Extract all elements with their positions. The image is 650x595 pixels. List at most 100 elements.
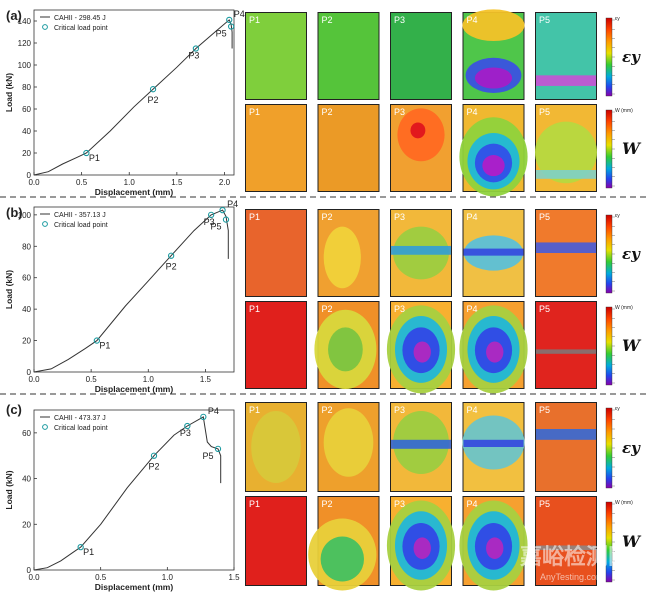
point-label-p5: P5 <box>216 29 227 39</box>
panel-label: (c) <box>6 402 22 417</box>
critical-point-p1 <box>77 543 84 551</box>
map-tile-deflection-p4: P4 <box>459 104 528 197</box>
crack-band <box>463 248 524 256</box>
plot-frame <box>33 206 235 373</box>
color-scale-bar <box>605 407 613 489</box>
critical-point-p2 <box>167 252 175 259</box>
strain-symbol: εy <box>622 245 641 263</box>
map-tile-strain-p5: P5 <box>535 402 597 492</box>
y-tick-label: 100 <box>18 61 32 70</box>
field-maps: P1 P2 P3 P4 P5 εy εy P1 P2 P3 P4 P5 W (mm) W <box>245 402 642 591</box>
y-tick-label: 0 <box>27 171 32 180</box>
tile-label: P5 <box>539 107 550 117</box>
map-tile-strain-p4: P4 <box>462 402 525 492</box>
panels: (a) 0.0 0.5 1.0 1.5 2.0 0 20 40 60 80 100 120 140 Disp… <box>4 8 642 592</box>
point-label-p3: P3 <box>204 217 215 227</box>
color-scale-label: W (mm) <box>615 500 633 506</box>
legend-marker-swatch <box>42 221 48 227</box>
critical-point-p4 <box>200 413 207 421</box>
x-axis-label: Displacement (mm) <box>95 384 174 394</box>
load-displacement-chart: 0.0 0.5 1.0 1.5 0 20 40 60 80 100 Displacement (mm… <box>4 199 238 394</box>
x-tick-label: 0.0 <box>28 573 40 582</box>
critical-point-p5 <box>214 445 222 453</box>
series-line-1 <box>33 416 222 571</box>
legend: CAHII - 357.13 J Critical load point <box>40 212 108 229</box>
x-tick-label: 0.5 <box>86 375 98 384</box>
x-tick-label: 2.0 <box>219 178 231 187</box>
point-label-p4: P4 <box>208 406 219 416</box>
legend-marker-label: Critical load point <box>54 25 108 32</box>
crack-band <box>536 242 596 253</box>
strain-symbol: εy <box>622 48 641 66</box>
map-tile-strain-p3: P3 <box>390 209 452 297</box>
tile-label: P1 <box>249 212 260 222</box>
y-tick-label: 100 <box>18 211 32 220</box>
x-axis-label: Displacement (mm) <box>95 582 174 592</box>
load-displacement-chart: 0.0 0.5 1.0 1.5 0 20 40 60 Displacement (mm) Load… <box>4 406 240 592</box>
tile-label: P3 <box>394 304 405 314</box>
tile-field <box>246 13 306 99</box>
x-tick-label: 0.0 <box>28 178 40 187</box>
x-tick-label: 0.5 <box>76 178 88 187</box>
critical-point-p4 <box>219 206 226 214</box>
field-contour <box>535 121 597 184</box>
x-tick-label: 0.0 <box>28 375 40 384</box>
map-tile-deflection-p1: P1 <box>245 496 307 586</box>
map-tile-strain-p2: P2 <box>317 402 380 492</box>
map-tile-deflection-p4: P4 <box>459 301 528 394</box>
tile-label: P4 <box>467 304 478 314</box>
point-label-p4: P4 <box>234 9 245 19</box>
map-tile-strain-p3: P3 <box>390 402 452 492</box>
legend: CAHII - 473.37 J Critical load point <box>40 415 108 432</box>
y-tick-label: 60 <box>22 274 31 283</box>
x-axis-label: Displacement (mm) <box>95 187 174 197</box>
tile-label: P2 <box>322 405 333 415</box>
point-label-p1: P1 <box>89 153 100 163</box>
y-tick-label: 60 <box>22 429 31 438</box>
tile-label: P5 <box>539 405 550 415</box>
point-label-p4: P4 <box>227 199 238 209</box>
x-tick-label: 1.0 <box>162 573 174 582</box>
plot-frame <box>33 9 235 176</box>
map-tile-deflection-p2: P2 <box>314 301 380 389</box>
color-scale-bar <box>605 17 613 97</box>
critical-point-p5 <box>227 23 235 30</box>
map-tile-deflection-p4: P4 <box>459 496 528 591</box>
tile-field <box>318 105 379 191</box>
map-tile-deflection-p5: P5 <box>535 301 597 389</box>
crack-band <box>391 439 451 449</box>
color-scale-label: W (mm) <box>615 108 633 114</box>
tile-label: P5 <box>539 499 550 509</box>
legend-marker-label: Critical load point <box>54 425 108 432</box>
y-axis-label: Load (kN) <box>4 270 14 309</box>
tile-label: P5 <box>539 304 550 314</box>
critical-point-p4 <box>226 16 233 24</box>
point-label-p1: P1 <box>83 547 94 557</box>
y-tick-label: 0 <box>27 566 32 575</box>
tile-label: P3 <box>394 212 405 222</box>
tile-field <box>536 497 596 585</box>
x-tick-label: 1.0 <box>143 375 155 384</box>
panel-separators <box>0 196 650 395</box>
tile-label: P1 <box>249 15 260 25</box>
map-tile-deflection-p3: P3 <box>386 496 456 591</box>
color-scale-label: εy <box>615 213 620 219</box>
map-tile-deflection-p2: P2 <box>308 496 380 591</box>
color-scale-label: εy <box>615 406 620 412</box>
color-scale-bar <box>605 214 613 294</box>
watermark-en: AnyTesting.com <box>540 572 604 582</box>
field-contour <box>486 341 504 363</box>
watermark: 嘉峪检测网 AnyTesting.com <box>520 544 630 582</box>
tile-label: P2 <box>322 499 333 509</box>
map-tile-strain-p1: P1 <box>245 209 307 297</box>
tile-label: P3 <box>394 405 405 415</box>
map-tile-deflection-p5: P5 <box>535 104 597 192</box>
map-tile-strain-p2: P2 <box>317 12 380 100</box>
tile-label: P1 <box>249 405 260 415</box>
watermark-cn: 嘉峪检测网 <box>520 544 630 569</box>
y-tick-label: 40 <box>22 475 31 484</box>
field-contour <box>328 327 363 372</box>
map-tile-strain-p2: P2 <box>317 209 380 297</box>
critical-point-p2 <box>150 452 158 459</box>
deflection-symbol: W <box>622 139 642 158</box>
